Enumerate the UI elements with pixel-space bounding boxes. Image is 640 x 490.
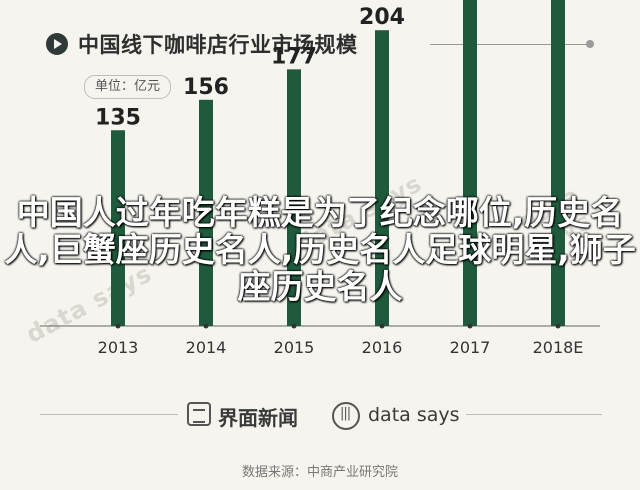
axis-tick-dot <box>467 323 473 329</box>
x-tick-label: 2018E <box>533 338 584 357</box>
axis-tick-dot <box>115 323 121 329</box>
bar <box>287 69 301 326</box>
jiemian-logo-text: 界面新闻 <box>218 406 298 430</box>
bar-value-label: 156 <box>183 75 229 100</box>
axis-tick-dot <box>379 323 385 329</box>
play-icon <box>46 33 68 55</box>
bar <box>111 130 125 326</box>
datasays-logo-icon <box>332 402 360 430</box>
datasays-logo-text: data says <box>368 404 460 426</box>
axis-tick-dot <box>291 323 297 329</box>
bar <box>375 30 389 326</box>
x-tick-label: 2016 <box>362 338 403 357</box>
x-tick-label: 2014 <box>186 338 227 357</box>
x-tick-label: 2015 <box>274 338 315 357</box>
bar <box>199 99 213 326</box>
overlay-caption: 中国人过年吃年糕是为了纪念哪位,历史名人,巨蟹座历史名人,历史名人足球明星,狮子… <box>4 193 636 306</box>
unit-label: 单位：亿元 <box>84 75 172 99</box>
bar-chart: 1352013156201417720152042016235201727120… <box>40 0 600 357</box>
chart-title: 中国线下咖啡店行业市场规模 <box>78 33 358 57</box>
axis-tick-dot <box>555 323 561 329</box>
jiemian-logo-icon <box>187 402 211 426</box>
bar <box>551 0 565 327</box>
bar <box>463 0 477 326</box>
x-tick-label: 2013 <box>98 338 139 357</box>
bar-value-label: 177 <box>271 44 317 69</box>
chart-header: 中国线下咖啡店行业市场规模 单位：亿元 <box>0 0 640 99</box>
bar-value-label: 135 <box>95 105 141 130</box>
axis-tick-dot <box>203 323 209 329</box>
x-tick-label: 2017 <box>450 338 491 357</box>
footer-rule-right <box>466 414 602 415</box>
footer-rule-left <box>40 414 178 415</box>
title-rule <box>430 44 588 45</box>
data-source: 数据来源：中商产业研究院 <box>241 465 398 480</box>
bar-value-label: 204 <box>359 5 405 30</box>
title-dot <box>586 40 594 48</box>
